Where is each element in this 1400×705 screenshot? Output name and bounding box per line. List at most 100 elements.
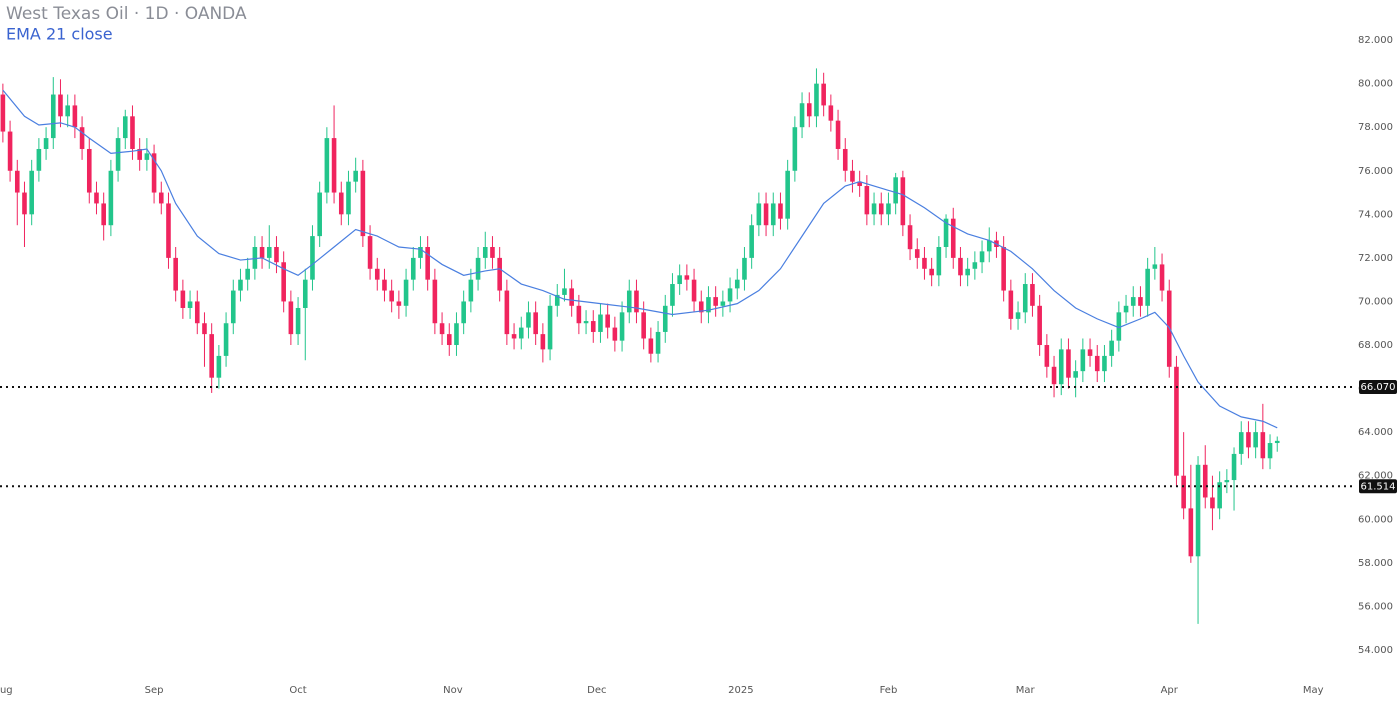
candle-body — [713, 297, 718, 306]
candle-body — [1073, 371, 1078, 378]
candle-body — [806, 103, 812, 117]
x-tick-label: 2025 — [728, 685, 753, 696]
candle-body — [1015, 312, 1021, 319]
candle-body — [886, 203, 891, 215]
candle-body — [331, 138, 337, 193]
candle-body — [1152, 264, 1158, 269]
candle-body — [216, 355, 222, 378]
candle-body — [310, 236, 315, 280]
candle-body — [36, 148, 42, 171]
candle-body — [101, 203, 106, 226]
candle-body — [122, 116, 128, 139]
candle-body — [374, 268, 380, 280]
candle-body — [778, 203, 783, 219]
candle-body — [828, 105, 834, 121]
candle-body — [598, 314, 603, 332]
candle-body — [756, 203, 762, 226]
candle-body — [893, 177, 898, 204]
x-tick-label: Nov — [443, 685, 463, 696]
candle-body — [1130, 297, 1136, 306]
y-tick-label: 58.000 — [1358, 558, 1393, 569]
y-tick-label: 78.000 — [1358, 122, 1393, 133]
candle-body — [943, 218, 949, 247]
candle-body — [22, 192, 27, 215]
candle-body — [641, 312, 646, 339]
candle-body — [914, 249, 920, 258]
candle-body — [605, 314, 610, 328]
candle-body — [1094, 355, 1100, 372]
candle-body — [698, 301, 704, 313]
candle-body — [367, 236, 373, 269]
candle-body — [353, 170, 358, 182]
x-tick-label: Apr — [1161, 685, 1179, 696]
candle-body — [1102, 355, 1107, 372]
level-label-box — [1359, 479, 1397, 494]
candle-body — [950, 218, 956, 258]
candle-body — [151, 153, 157, 193]
candle-body — [1231, 453, 1237, 481]
level-label: 66.070 — [1361, 382, 1396, 393]
candle-body — [288, 301, 294, 335]
candle-body — [238, 279, 243, 291]
candle-body — [648, 338, 654, 354]
candle-body — [302, 279, 308, 308]
candle-body — [814, 83, 819, 117]
candle-body — [929, 268, 934, 276]
candle-body — [727, 288, 733, 302]
candle-body — [180, 290, 186, 308]
candle-body — [72, 105, 78, 128]
x-tick-label: May — [1303, 685, 1324, 696]
candle-body — [65, 105, 70, 117]
candle-body — [1058, 349, 1064, 385]
candle-body — [403, 279, 409, 306]
candle-body — [533, 312, 538, 335]
candle-body — [850, 170, 855, 182]
candle-body — [295, 307, 301, 335]
candle-body — [86, 148, 92, 193]
candle-body — [266, 246, 272, 258]
candle-body — [547, 305, 553, 350]
candle-body — [7, 131, 13, 171]
candle-body — [1246, 432, 1251, 448]
candle-body — [871, 203, 877, 215]
candle-body — [223, 323, 229, 356]
candle-body — [1109, 340, 1114, 356]
candle-body — [29, 170, 34, 215]
candle-body — [137, 148, 142, 160]
candle-body — [259, 246, 265, 258]
x-tick-label: Oct — [289, 685, 306, 696]
candle-body — [576, 305, 582, 324]
candle-body — [194, 301, 200, 324]
candle-body — [504, 290, 510, 335]
candle-body — [1159, 264, 1165, 291]
candle-body — [1080, 349, 1086, 372]
candle-body — [432, 279, 438, 324]
y-tick-label: 72.000 — [1358, 253, 1393, 264]
candle-body — [979, 251, 985, 263]
candle-body — [749, 225, 754, 258]
candle-body — [1116, 312, 1122, 341]
candle-body — [461, 301, 466, 324]
candle-body — [317, 192, 322, 237]
candle-body — [274, 246, 279, 263]
candle-body — [346, 181, 351, 215]
candle-body — [511, 334, 517, 339]
candle-body — [108, 170, 114, 226]
candle-body — [187, 301, 193, 308]
candle-body — [1138, 297, 1143, 306]
x-tick-label: Aug — [0, 685, 13, 696]
candle-body — [958, 257, 963, 276]
candle-body — [1008, 290, 1014, 319]
candle-body — [1087, 349, 1093, 356]
candle-body — [1238, 432, 1244, 454]
candle-body — [612, 327, 618, 341]
candle-body — [1260, 432, 1266, 459]
candle-body — [14, 170, 20, 193]
candle-body — [619, 312, 625, 341]
candle-body — [130, 116, 135, 149]
candle-body — [1217, 482, 1222, 509]
candle-body — [1174, 366, 1179, 476]
candle-body — [1202, 464, 1208, 498]
y-tick-label: 62.000 — [1358, 471, 1393, 482]
